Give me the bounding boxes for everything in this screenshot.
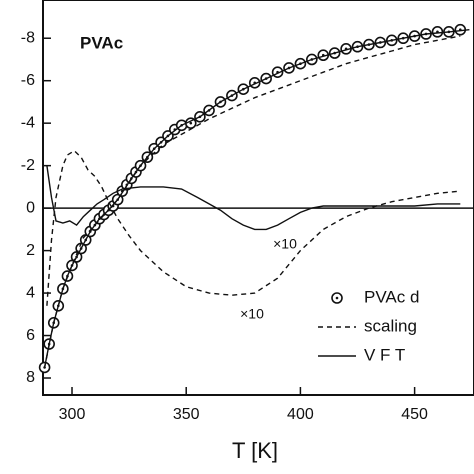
y-tick-label: -2	[21, 157, 35, 174]
legend-item: V F T	[318, 345, 405, 364]
annotation: ×10	[273, 236, 297, 252]
y-tick-label: -6	[21, 72, 35, 89]
legend-item: PVAc d	[331, 287, 419, 306]
y-tick-label: -8	[21, 29, 35, 46]
annotation: ×10	[240, 306, 264, 322]
plot-frame	[42, 0, 474, 396]
y-tick-label: 4	[26, 284, 35, 301]
x-axis-label: T [K]	[232, 438, 278, 463]
x-tick-label: 300	[59, 406, 86, 423]
y-tick-label: 2	[26, 242, 35, 259]
series-line	[43, 35, 461, 368]
series-line	[43, 29, 470, 368]
y-tick-label: 8	[26, 369, 35, 386]
y-tick-label: -4	[21, 114, 35, 131]
x-tick-label: 350	[173, 406, 200, 423]
legend-dot	[335, 296, 339, 300]
legend-label: PVAc d	[364, 287, 419, 306]
series-line	[46, 149, 461, 306]
marker-dot	[189, 121, 193, 125]
y-tick-label: 6	[26, 327, 35, 344]
series-line	[46, 165, 461, 231]
y-tick-label: 0	[26, 199, 35, 216]
annotation: PVAc	[80, 33, 123, 52]
x-tick-label: 450	[401, 406, 428, 423]
legend-label: scaling	[364, 316, 417, 335]
legend-label: V F T	[364, 345, 405, 364]
legend-item: scaling	[318, 316, 417, 335]
x-tick-label: 400	[287, 406, 314, 423]
data-point	[431, 26, 444, 38]
